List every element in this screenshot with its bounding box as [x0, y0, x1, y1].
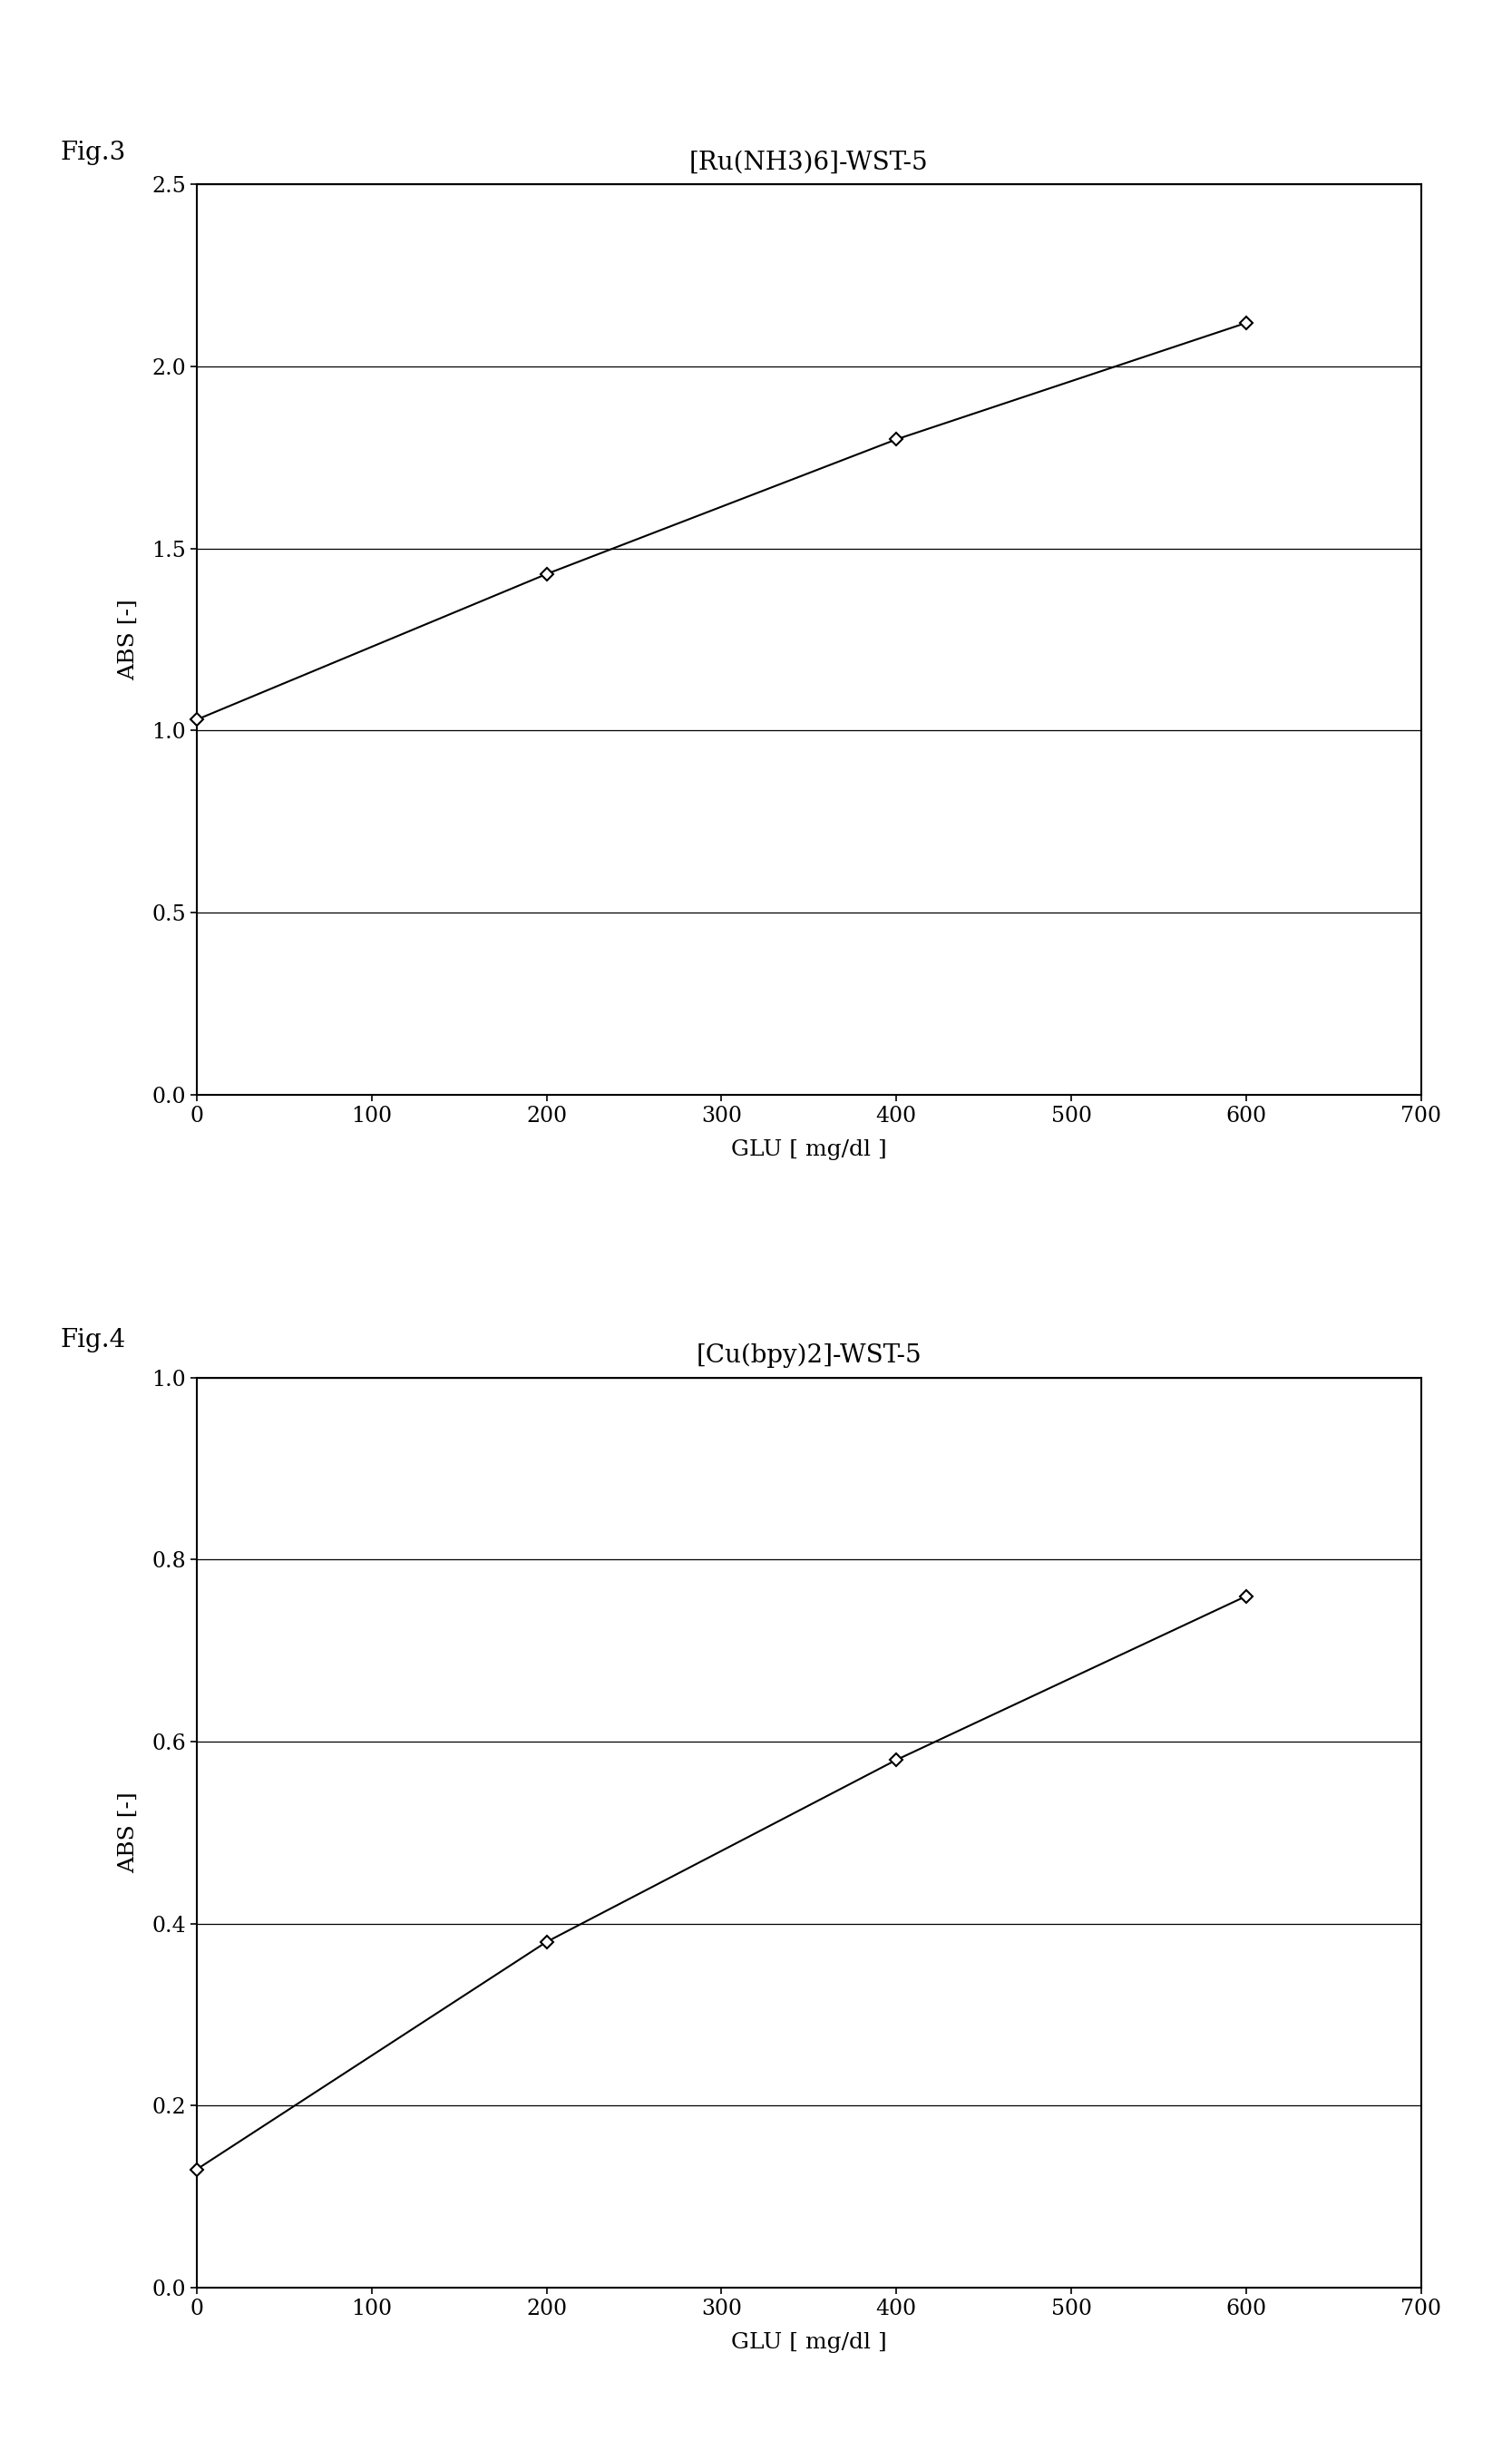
X-axis label: GLU [ mg/dl ]: GLU [ mg/dl ] [730, 1139, 888, 1159]
Text: Fig.4: Fig.4 [60, 1328, 125, 1353]
Y-axis label: ABS [-]: ABS [-] [118, 598, 139, 681]
Title: [Ru(NH3)6]-WST-5: [Ru(NH3)6]-WST-5 [689, 150, 928, 175]
Y-axis label: ABS [-]: ABS [-] [118, 1791, 139, 1875]
X-axis label: GLU [ mg/dl ]: GLU [ mg/dl ] [730, 2332, 888, 2352]
Title: [Cu(bpy)2]-WST-5: [Cu(bpy)2]-WST-5 [696, 1343, 922, 1368]
Text: Fig.3: Fig.3 [60, 140, 125, 165]
